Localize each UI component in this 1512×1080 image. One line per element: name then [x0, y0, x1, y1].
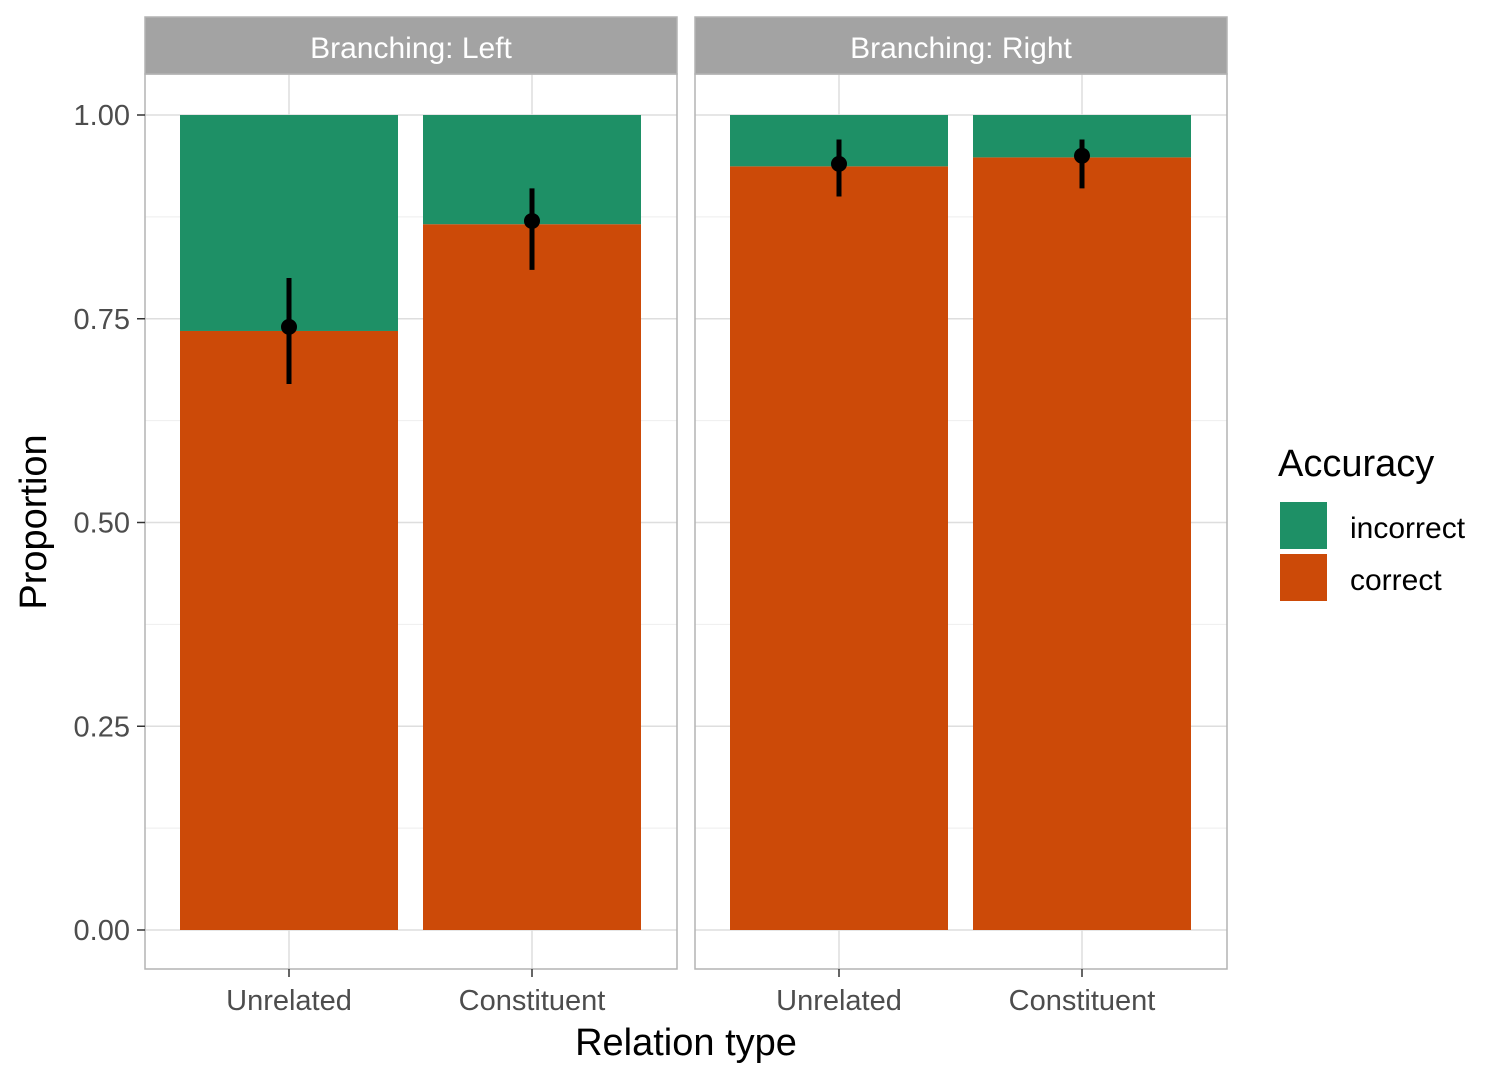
facet-strip: [694, 16, 1228, 75]
facet-strip: [144, 16, 678, 75]
legend-label-correct: correct: [1350, 564, 1442, 597]
facet-strip-label: Branching: Left: [310, 32, 512, 65]
y-axis-title: Proportion: [13, 434, 55, 609]
mean-point: [281, 318, 297, 335]
facet-panel: Branching: Left Unrelated Constituent: [144, 16, 678, 1017]
bar-correct: [973, 157, 1191, 930]
facet-strip-label: Branching: Right: [850, 32, 1072, 65]
x-axis-title: Relation type: [575, 1022, 797, 1064]
y-tick-label: 1.00: [74, 100, 130, 132]
x-tick-label: Unrelated: [776, 985, 902, 1017]
y-tick-label: 0.25: [74, 711, 130, 743]
y-tick-label: 0.50: [74, 508, 130, 540]
legend: Accuracy incorrect correct: [1278, 443, 1466, 601]
mean-point: [831, 155, 847, 172]
bar-correct: [423, 224, 641, 930]
bar-correct: [730, 166, 948, 931]
x-tick-label: Constituent: [1009, 985, 1156, 1017]
mean-point: [1074, 147, 1090, 164]
y-tick-label: 0.75: [74, 304, 130, 336]
legend-title: Accuracy: [1278, 443, 1434, 485]
facet-panel: Branching: Right Unrelated Constituent: [694, 16, 1228, 1017]
bar-correct: [180, 330, 398, 931]
legend-key-correct: [1280, 554, 1327, 601]
y-tick-label: 0.00: [74, 915, 130, 947]
x-tick-label: Unrelated: [226, 985, 352, 1017]
legend-key-incorrect: [1280, 502, 1327, 549]
legend-label-incorrect: incorrect: [1350, 512, 1466, 545]
mean-point: [524, 212, 540, 229]
x-tick-label: Constituent: [459, 985, 606, 1017]
